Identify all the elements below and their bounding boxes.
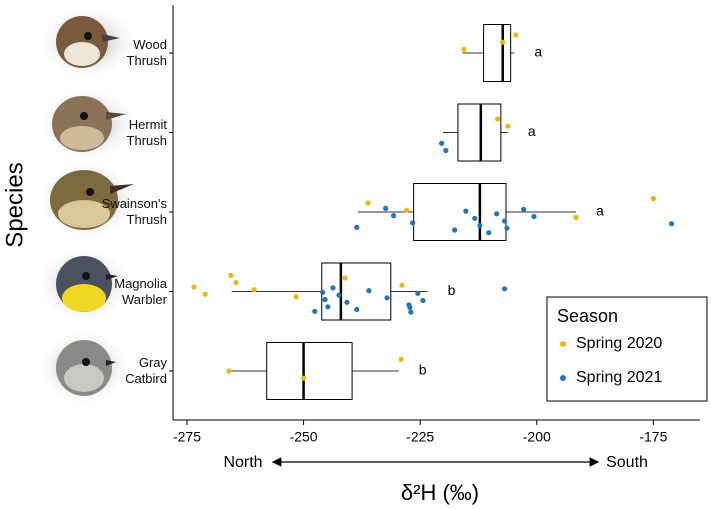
data-point xyxy=(407,305,413,311)
data-point xyxy=(366,288,372,294)
category-label: Wood Thrush xyxy=(126,37,167,68)
category-label: Magnolia Warbler xyxy=(114,275,167,307)
data-point xyxy=(501,286,508,292)
y-axis-label: Species xyxy=(1,162,28,247)
data-point xyxy=(408,309,414,315)
data-point xyxy=(300,375,307,381)
data-point xyxy=(443,147,449,154)
legend-marker xyxy=(560,375,566,381)
data-point xyxy=(494,211,500,217)
data-point xyxy=(344,299,350,305)
data-point xyxy=(390,213,397,219)
box xyxy=(413,183,507,241)
data-point xyxy=(500,39,506,45)
data-point xyxy=(452,227,458,233)
group-letter: b xyxy=(448,282,456,298)
group-letter: b xyxy=(419,362,427,378)
x-tick-label: -275 xyxy=(173,429,201,445)
data-point xyxy=(320,289,326,295)
data-point xyxy=(342,275,348,281)
data-point xyxy=(573,214,579,220)
south-label: South xyxy=(606,454,648,471)
data-point xyxy=(410,220,416,226)
data-point xyxy=(330,285,336,291)
category-label: Gray Catbird xyxy=(125,355,167,386)
data-point xyxy=(202,291,208,297)
category-label: Hermit Thrush xyxy=(126,116,167,148)
x-tick-label: -200 xyxy=(523,429,551,445)
data-point xyxy=(501,218,508,224)
x-tick-label: -250 xyxy=(290,429,318,445)
data-point xyxy=(461,46,467,53)
box xyxy=(266,342,353,400)
data-point xyxy=(486,230,492,236)
x-tick-label: -225 xyxy=(406,429,434,445)
legend-label: Spring 2020 xyxy=(576,335,662,352)
data-point xyxy=(384,295,390,301)
group-letter: a xyxy=(534,44,542,60)
data-point xyxy=(472,215,478,221)
data-point xyxy=(477,222,483,229)
data-point xyxy=(365,200,371,206)
data-point xyxy=(354,306,360,313)
box xyxy=(483,24,512,82)
data-point xyxy=(668,221,675,227)
data-point xyxy=(226,368,232,374)
data-point xyxy=(399,282,405,288)
data-point xyxy=(233,279,239,286)
x-axis-label: δ²H (‰) xyxy=(401,480,479,505)
bird-images xyxy=(34,2,142,408)
data-point xyxy=(650,195,656,202)
data-point xyxy=(293,294,299,300)
data-point xyxy=(439,140,445,146)
legend-box xyxy=(546,296,708,402)
data-point xyxy=(504,225,510,231)
data-point xyxy=(228,272,234,278)
group-letter: a xyxy=(596,203,604,219)
data-point xyxy=(398,356,404,362)
data-point xyxy=(404,207,410,213)
legend-title: Season xyxy=(557,306,618,326)
x-tick-label: -175 xyxy=(639,429,667,445)
data-point xyxy=(420,297,426,304)
data-point xyxy=(513,32,519,38)
box xyxy=(457,103,502,162)
data-point xyxy=(322,297,328,303)
data-point xyxy=(191,284,197,290)
data-point xyxy=(415,290,421,296)
data-point xyxy=(463,208,469,214)
data-point xyxy=(505,123,511,129)
data-point xyxy=(312,308,318,314)
data-point xyxy=(325,304,331,310)
legend-marker xyxy=(560,341,566,347)
data-point xyxy=(251,287,257,293)
data-point xyxy=(521,206,527,212)
data-point xyxy=(383,205,389,211)
north-label: North xyxy=(223,454,262,471)
group-letter: a xyxy=(528,123,536,139)
legend-label: Spring 2021 xyxy=(576,369,662,386)
data-point xyxy=(336,292,342,298)
data-point xyxy=(354,224,360,230)
data-point xyxy=(531,213,537,220)
category-label: Swainson's Thrush xyxy=(101,196,167,227)
data-point xyxy=(494,116,501,122)
